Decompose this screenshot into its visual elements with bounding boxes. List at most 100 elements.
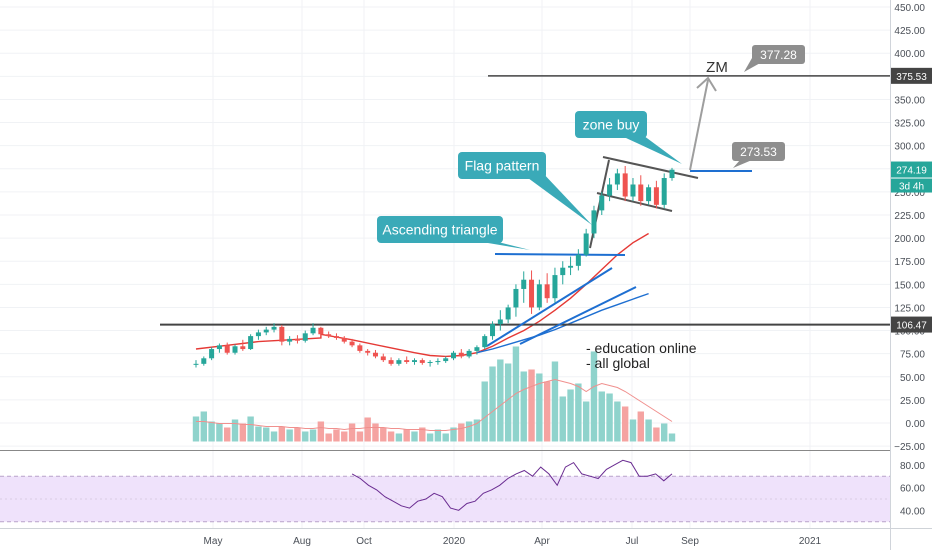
note-line: - all global (586, 355, 650, 371)
volume-bar (231, 419, 239, 442)
rsi-tick-label: 80.00 (900, 461, 925, 472)
ascending-triangle-callout-box (377, 216, 503, 243)
candle-body (193, 363, 199, 365)
ma-fast-line (195, 232, 649, 358)
candle-body (583, 233, 589, 255)
volume-bar (247, 416, 254, 442)
volume-bar (629, 419, 637, 442)
volume-bar (543, 381, 551, 442)
candle-body (661, 178, 667, 205)
volume-bar (434, 429, 442, 442)
volume-bar (395, 433, 403, 442)
volume-bar (528, 369, 535, 442)
countdown-label: 3d 4h (899, 182, 924, 193)
triangle-bottom-line (519, 286, 637, 345)
candle-body (599, 195, 605, 211)
candle-body (622, 173, 628, 197)
candle-body (310, 327, 316, 334)
x-tick-label: 2020 (443, 536, 466, 547)
grid (0, 0, 932, 529)
candle-body (209, 349, 215, 359)
y-tick-label: 175.00 (894, 257, 925, 268)
candle-body (216, 345, 222, 350)
candle-body (474, 347, 480, 351)
flag-pattern-callout-box (458, 152, 546, 179)
volume-bar (497, 359, 504, 442)
note-line: - education online (586, 340, 697, 356)
target-arrow-head (696, 76, 717, 92)
candle-body (224, 345, 230, 353)
volume-bar (263, 427, 270, 442)
volume-bar (364, 417, 371, 442)
candle-body (458, 352, 464, 357)
candle-body (380, 356, 386, 361)
volume-bar (294, 427, 301, 442)
candle-body (404, 360, 410, 362)
volume-bar (411, 431, 418, 442)
candle-body (497, 319, 503, 325)
candle-body (653, 187, 659, 205)
ma-slow-line (476, 292, 649, 354)
volume-bar (317, 421, 325, 442)
candle-body (638, 184, 644, 202)
volume-bar (582, 401, 590, 442)
volume-bar (668, 433, 676, 442)
volume-bar (372, 423, 379, 442)
candle-body (536, 284, 542, 308)
triangle-top-line (494, 253, 626, 256)
candle-body (419, 360, 425, 363)
target-tag-273-pointer (733, 160, 752, 168)
candle-body (302, 333, 308, 341)
flag-pattern-callout-label: Flag pattern (465, 158, 540, 174)
candle-body (248, 336, 254, 350)
candle-body (333, 336, 339, 338)
candles (193, 166, 675, 368)
candle-body (630, 184, 636, 197)
x-tick-label: 2021 (799, 536, 822, 547)
y-tick-label: 200.00 (894, 234, 925, 245)
candle-body (263, 329, 269, 333)
candle-body (435, 361, 441, 363)
candle-body (357, 345, 363, 351)
candle-body (240, 346, 246, 350)
y-tick-label: 300.00 (894, 142, 925, 153)
candle-body (232, 346, 238, 353)
volume-bar (216, 423, 223, 442)
volume-bar (341, 431, 348, 442)
triangle-bottom-line (486, 267, 613, 347)
y-tick-label: 425.00 (894, 26, 925, 37)
y-tick-label: 250.00 (894, 188, 925, 199)
y-tick-label: 450.00 (894, 3, 925, 14)
ticker-label: ZM (706, 59, 728, 76)
level-label-375-box (891, 67, 932, 84)
volume-bar (255, 426, 262, 442)
candle-body (255, 332, 261, 337)
rsi-tick-label: 40.00 (900, 506, 925, 517)
candle-body (482, 336, 488, 348)
target-tag-273-box (732, 142, 785, 161)
x-tick-label: Aug (293, 536, 311, 547)
rsi-tick-label: 60.00 (900, 484, 925, 495)
candle-body (560, 267, 566, 276)
flag-top-line (602, 156, 699, 179)
volume-bar (302, 431, 309, 442)
x-tick-label: Sep (681, 536, 699, 547)
y-tick-label: 125.00 (894, 303, 925, 314)
zone-buy-callout-box (575, 111, 647, 138)
volume-bar (520, 371, 527, 442)
volume-bar (473, 419, 481, 442)
volume-bar (387, 431, 395, 442)
candle-body (552, 275, 558, 299)
annotations: Ascending triangle Flag pattern zone buy ZM… (377, 45, 805, 371)
volume-bar (504, 363, 512, 442)
last-price-label-box (891, 161, 932, 178)
volume-bar (403, 429, 410, 442)
y-tick-label: 400.00 (894, 49, 925, 60)
volume-bar (559, 396, 566, 442)
candle-body (451, 352, 457, 359)
candle-body (568, 265, 574, 268)
x-tick-label: Apr (534, 536, 550, 547)
volume-bar (567, 389, 574, 442)
candle-body (529, 279, 535, 308)
volume-bar (356, 431, 364, 442)
